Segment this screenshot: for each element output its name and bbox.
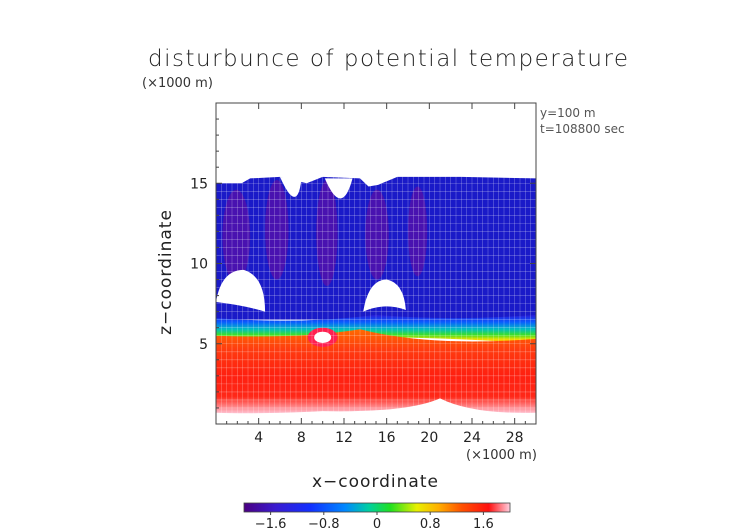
colorbar-tick-label: −1.6 bbox=[255, 517, 287, 532]
no-data-hole bbox=[363, 279, 406, 312]
cold-streak bbox=[222, 189, 251, 283]
cold-streak bbox=[365, 189, 389, 280]
cold-streak bbox=[408, 186, 428, 277]
y-axis-title: z−coordinate bbox=[155, 209, 176, 335]
y-tick-label: 5 bbox=[199, 337, 208, 353]
no-data-hole bbox=[216, 269, 266, 312]
warm-region bbox=[216, 329, 536, 414]
x-tick-label: 8 bbox=[297, 430, 306, 446]
colorbar-tick-label: −0.8 bbox=[308, 517, 340, 532]
y-unit-label: (×1000 m) bbox=[142, 76, 213, 91]
x-tick-label: 16 bbox=[378, 430, 396, 446]
colorbar-tick-label: 0.8 bbox=[420, 517, 441, 532]
y-tick-label: 10 bbox=[190, 257, 208, 273]
x-unit-label: (×1000 m) bbox=[466, 448, 537, 463]
colorbar bbox=[243, 502, 511, 513]
x-tick-label: 24 bbox=[463, 430, 481, 446]
chart-title: disturbunce of potential temperature bbox=[148, 46, 630, 72]
no-data-hole bbox=[324, 178, 353, 199]
x-tick-label: 20 bbox=[420, 430, 438, 446]
no-data-hole bbox=[280, 176, 302, 197]
x-axis-title: x−coordinate bbox=[312, 472, 439, 492]
x-tick-label: 12 bbox=[335, 430, 353, 446]
colorbar-tick-label: 0 bbox=[373, 517, 381, 532]
y-tick-label: 15 bbox=[190, 176, 208, 192]
x-tick-label: 4 bbox=[254, 430, 263, 446]
cold-streak bbox=[265, 180, 289, 280]
annotation-t: t=108800 sec bbox=[540, 122, 625, 136]
annotation-y: y=100 m bbox=[540, 106, 596, 120]
colorbar-tick-label: 1.6 bbox=[473, 517, 494, 532]
x-tick-label: 28 bbox=[506, 430, 524, 446]
hot-spot-core bbox=[314, 331, 332, 343]
cold-streak bbox=[316, 180, 338, 286]
